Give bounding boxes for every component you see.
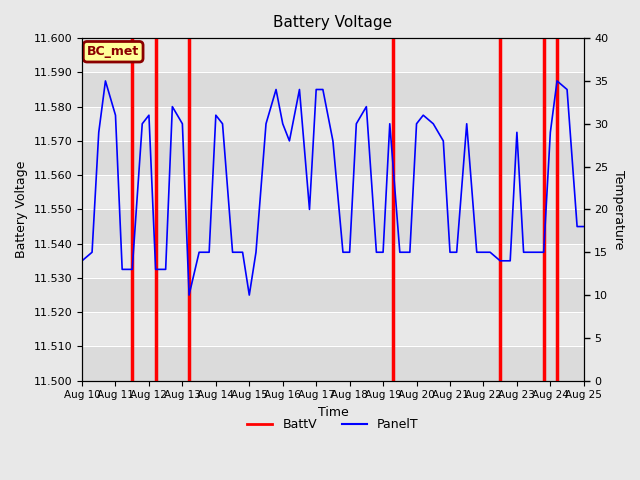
Bar [82, 141, 584, 175]
Bar [82, 347, 584, 381]
Y-axis label: Battery Voltage: Battery Voltage [15, 161, 28, 258]
Bar [82, 72, 584, 107]
Bar [82, 278, 584, 312]
Legend: BattV, PanelT: BattV, PanelT [243, 413, 424, 436]
Text: BC_met: BC_met [87, 45, 140, 58]
Bar [82, 209, 584, 244]
Y-axis label: Temperature: Temperature [612, 170, 625, 249]
Title: Battery Voltage: Battery Voltage [273, 15, 392, 30]
X-axis label: Time: Time [317, 406, 348, 419]
